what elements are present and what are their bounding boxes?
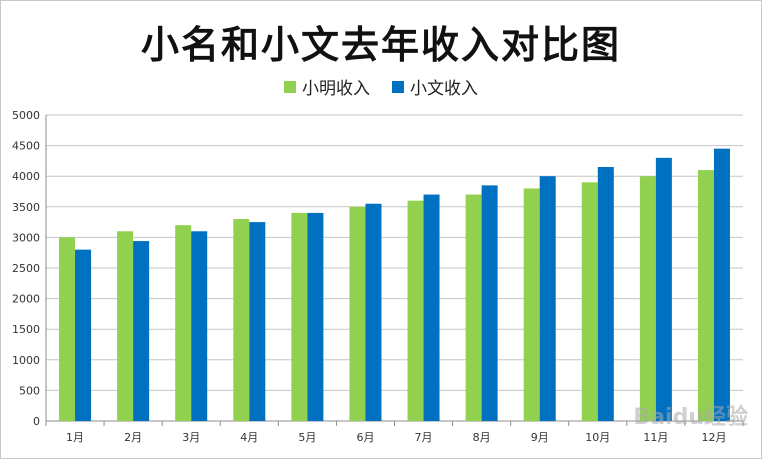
x-tick-label: 4月 [240,431,258,444]
bar-series-2 [597,167,614,421]
bar-series-1 [233,219,250,421]
bar-series-2 [481,185,498,421]
y-tick-label: 2000 [12,293,40,306]
x-tick-label: 7月 [415,431,433,444]
y-tick-label: 500 [19,384,40,397]
x-tick-label: 8月 [473,431,491,444]
bar-series-1 [407,200,424,421]
bar-series-1 [581,182,598,421]
y-tick-label: 5000 [12,109,40,122]
legend-item-series-1: 小明收入 [284,74,370,99]
bar-series-1 [697,170,714,421]
x-tick-label: 10月 [585,431,610,444]
bar-series-1 [175,225,192,421]
watermark-logo: Baidu经验 [633,405,748,430]
bar-series-1 [59,237,76,421]
x-tick-label: 9月 [531,431,549,444]
legend-swatch-series-2 [392,80,404,93]
bar-series-2 [713,148,730,421]
x-tick-label: 6月 [356,431,374,444]
legend-item-series-2: 小文收入 [392,74,478,99]
bar-series-2 [655,157,672,421]
y-tick-label: 4000 [12,170,40,183]
bar-series-2 [539,176,556,421]
y-tick-label: 2500 [12,262,40,275]
y-tick-label: 1500 [12,323,40,336]
y-tick-label: 3500 [12,201,40,214]
bar-series-1 [465,194,482,421]
bar-series-2 [423,194,440,421]
bar-series-2 [307,212,324,421]
x-tick-label: 12月 [701,431,726,444]
bar-series-1 [117,231,134,421]
legend: 小明收入 小文收入 [0,74,762,99]
x-tick-label: 1月 [66,431,84,444]
x-tick-label: 11月 [643,431,668,444]
bar-series-1 [639,176,656,421]
legend-label-series-2: 小文收入 [410,79,478,99]
x-tick-label: 3月 [182,431,200,444]
y-tick-label: 0 [33,415,40,428]
x-tick-label: 2月 [124,431,142,444]
y-tick-label: 1000 [12,354,40,367]
bar-series-1 [291,212,308,421]
bar-series-1 [523,188,540,421]
y-tick-label: 3000 [12,231,40,244]
legend-swatch-series-1 [284,80,296,93]
bar-series-2 [75,249,92,421]
bar-series-2 [191,231,208,421]
chart-title: 小名和小文去年收入对比图 [140,23,621,67]
bar-series-2 [133,241,150,421]
bar-series-1 [349,206,366,421]
bar-series-2 [365,203,382,421]
bar-series-2 [249,222,266,421]
legend-label-series-1: 小明收入 [302,79,370,99]
y-tick-label: 4500 [12,140,40,153]
x-tick-label: 5月 [298,431,316,444]
